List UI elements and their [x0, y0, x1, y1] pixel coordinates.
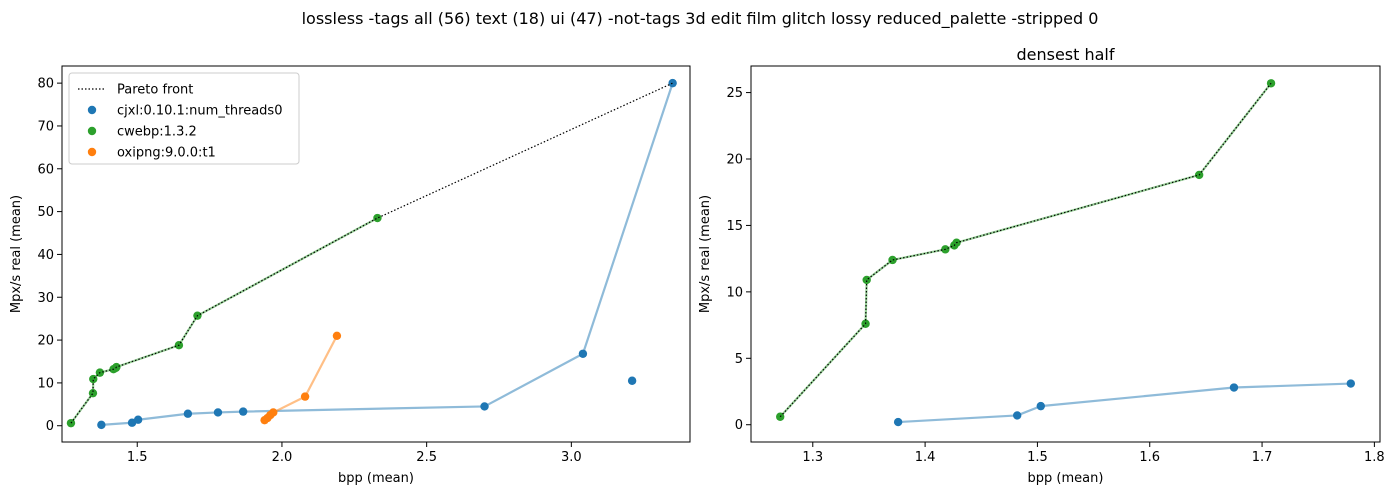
y-tick-label: 0	[735, 418, 743, 433]
data-point-cjxl	[213, 408, 223, 417]
data-point-cwebp	[373, 213, 382, 223]
x-tick-label: 1.5	[1027, 450, 1048, 465]
y-tick-label: 20	[726, 153, 743, 168]
series-line-oxipng	[263, 335, 338, 422]
data-point-cjxl	[1013, 411, 1022, 420]
data-point-cjxl	[238, 407, 248, 416]
data-point-cjxl	[668, 78, 677, 88]
data-point-cjxl	[133, 415, 143, 424]
y-tick-label: 50	[37, 205, 54, 220]
pareto-front-line	[70, 82, 673, 424]
data-point-cjxl	[1229, 383, 1239, 392]
x-tick-label: 2.0	[272, 450, 293, 465]
left-chart: 1.5 2.0 2.5 3.0 0 10 20 30 40 50 60 70 80 bpp (mean) M…	[9, 65, 691, 486]
y-tick-label: 30	[37, 291, 54, 306]
data-point-cjxl	[1346, 379, 1355, 388]
y-axis-label: Mpx/s real (mean)	[9, 195, 24, 313]
x-tick-label: 3.0	[561, 450, 582, 465]
y-tick-label: 20	[37, 334, 54, 349]
data-point-cjxl	[578, 349, 588, 358]
y-tick-label: 10	[37, 376, 54, 391]
legend-frame	[68, 72, 300, 165]
legend-marker-cjxl	[87, 105, 97, 115]
data-point-cjxl	[480, 402, 489, 411]
legend-label: Pareto front	[117, 83, 193, 98]
y-tick-label: 40	[37, 248, 54, 263]
pareto-front-line	[779, 82, 1272, 418]
data-point-cjxl	[97, 420, 106, 430]
x-tick-label: 1.3	[802, 450, 823, 465]
right-chart-densest-half: 1.3 1.4 1.5 1.6 1.7 1.8 0 5 10 15 20 25 bpp (mean) Mp…	[698, 45, 1385, 486]
data-point-cwebp	[89, 374, 98, 384]
x-tick-label: 2.5	[416, 450, 437, 465]
x-tick-label: 1.4	[915, 450, 936, 465]
data-point-cjxl	[1036, 401, 1045, 411]
data-point-oxipng	[332, 331, 342, 340]
series-line-cwebp	[70, 217, 378, 424]
plot-frame	[750, 65, 1381, 443]
x-tick-label: 1.5	[127, 450, 148, 465]
x-tick-label: 1.6	[1139, 450, 1160, 465]
data-point-cjxl	[627, 376, 637, 385]
y-tick-label: 5	[735, 352, 743, 367]
data-point-cjxl	[893, 417, 903, 427]
data-point-cwebp	[888, 255, 897, 265]
y-axis-label: Mpx/s real (mean)	[698, 195, 713, 313]
y-tick-label: 60	[37, 162, 54, 177]
data-point-oxipng	[300, 392, 310, 401]
y-tick-label: 15	[726, 219, 743, 234]
x-tick-label: 1.8	[1364, 450, 1385, 465]
legend-marker-cwebp	[87, 126, 97, 136]
x-axis-label: bpp (mean)	[1028, 471, 1104, 486]
y-tick-label: 10	[726, 285, 743, 300]
figure-suptitle: lossless -tags all (56) text (18) ui (47…	[302, 9, 1099, 29]
data-point-cjxl	[183, 409, 193, 418]
chart-title: densest half	[1016, 45, 1114, 64]
y-tick-label: 0	[46, 419, 54, 434]
y-tick-label: 70	[37, 119, 54, 134]
data-point-cwebp	[88, 388, 98, 398]
data-point-cwebp	[862, 275, 871, 285]
series-line-cjxl	[898, 382, 1351, 424]
legend-label: cjxl:0.10.1:num_threads0	[117, 104, 282, 119]
x-axis-label: bpp (mean)	[338, 471, 414, 486]
plot-frame	[61, 65, 691, 443]
legend-marker-oxipng	[87, 147, 97, 157]
y-tick-label: 25	[726, 86, 743, 101]
y-tick-label: 80	[37, 77, 54, 92]
legend-label: cwebp:1.3.2	[117, 125, 197, 140]
series-line-cwebp	[779, 82, 1272, 418]
legend-label: oxipng:9.0.0:t1	[117, 146, 216, 161]
x-tick-label: 1.7	[1252, 450, 1273, 465]
data-point-oxipng	[269, 408, 278, 417]
legend: Pareto front cjxl:0.10.1:num_threads0cweb…	[68, 72, 300, 165]
